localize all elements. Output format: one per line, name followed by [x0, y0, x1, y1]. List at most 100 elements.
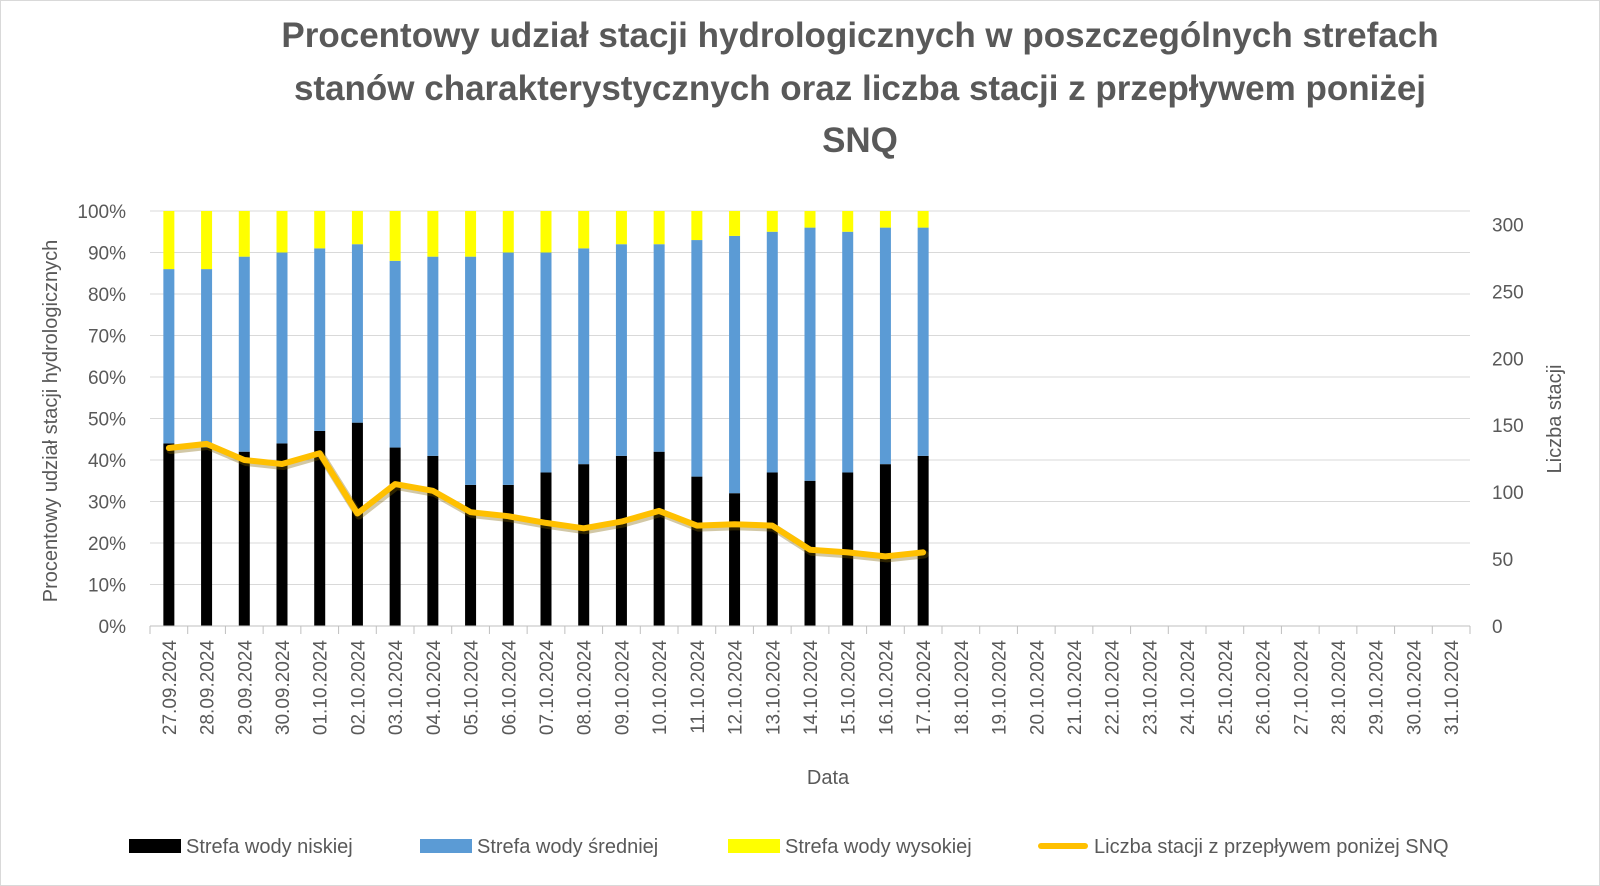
- bar-segment-high: [578, 211, 590, 249]
- bar-segment-high: [389, 211, 401, 261]
- snq-line: [165, 440, 929, 563]
- x-tick-label: 11.10.2024: [688, 640, 709, 734]
- y2-tick-label: 250: [1492, 282, 1524, 303]
- x-tick-label: 21.10.2024: [1065, 640, 1086, 736]
- x-tick-label: 05.10.2024: [462, 640, 483, 736]
- x-tick-label: 07.10.2024: [537, 640, 558, 736]
- bar-segment-low: [729, 493, 741, 626]
- bar-segment-high: [615, 211, 627, 245]
- y-tick-label: 100%: [77, 202, 126, 223]
- bar-segment-mid: [691, 240, 703, 477]
- bar-segment-low: [804, 480, 816, 626]
- chart-title-line-3: SNQ: [822, 121, 898, 160]
- y-tick-label: 70%: [88, 327, 126, 348]
- bar-segment-high: [201, 211, 213, 270]
- x-tick-label: 08.10.2024: [575, 640, 596, 736]
- bar-segment-mid: [389, 260, 401, 448]
- bar-segment-mid: [766, 231, 778, 473]
- bar-segment-mid: [842, 231, 854, 473]
- y-tick-label: 10%: [88, 576, 126, 597]
- bar-segment-low: [917, 455, 929, 626]
- legend: Strefa wody niskiej Strefa wody średniej S…: [129, 836, 1449, 858]
- bar-segment-low: [615, 455, 627, 626]
- bar-segment-mid: [163, 269, 175, 444]
- bar-segment-mid: [238, 256, 250, 452]
- legend-label: Liczba stacji z przepływem poniżej SNQ: [1094, 836, 1449, 858]
- legend-swatch: [728, 839, 780, 853]
- y2-tick-label: 300: [1492, 215, 1524, 236]
- x-tick-label: 09.10.2024: [612, 640, 633, 736]
- x-tick-label: 12.10.2024: [726, 640, 747, 736]
- bar-segment-mid: [653, 244, 665, 452]
- bar-segment-low: [314, 430, 326, 626]
- bar-segment-mid: [314, 248, 326, 431]
- bar-segment-mid: [615, 244, 627, 456]
- bar-segment-mid: [879, 227, 891, 465]
- bar-segment-mid: [465, 256, 477, 485]
- x-tick-label: 23.10.2024: [1140, 640, 1161, 736]
- bar-segment-mid: [729, 235, 741, 494]
- bar-segment-mid: [502, 252, 514, 485]
- y2-tick-label: 50: [1492, 550, 1513, 571]
- legend-item-high: Strefa wody wysokiej: [728, 836, 972, 858]
- bar-segment-mid: [917, 227, 929, 456]
- x-tick-label: 27.09.2024: [160, 640, 181, 736]
- legend-item-mid: Strefa wody średniej: [420, 836, 658, 858]
- bar-segment-low: [502, 484, 514, 626]
- snq-line-path: [165, 440, 927, 560]
- y-tick-label: 40%: [88, 451, 126, 472]
- x-tick-label: 29.10.2024: [1367, 640, 1388, 736]
- chart-title-line-1: Procentowy udział stacji hydrologicznych…: [281, 16, 1438, 55]
- legend-swatch: [129, 839, 181, 853]
- bar-segment-low: [276, 443, 288, 626]
- bar-segment-high: [842, 211, 854, 232]
- bar-segment-high: [729, 211, 741, 236]
- x-tick-label: 27.10.2024: [1291, 640, 1312, 736]
- y2-tick-label: 100: [1492, 483, 1524, 504]
- y-tick-label: 30%: [88, 493, 126, 514]
- x-tick-label: 17.10.2024: [914, 640, 935, 736]
- chart-title: Procentowy udział stacji hydrologicznych…: [281, 16, 1438, 160]
- legend-label: Strefa wody niskiej: [186, 836, 353, 858]
- x-tick-label: 26.10.2024: [1254, 640, 1275, 736]
- y-tick-label: 80%: [88, 285, 126, 306]
- x-tick-label: 14.10.2024: [801, 640, 822, 736]
- bar-segment-high: [163, 211, 175, 270]
- bar-segment-low: [540, 472, 552, 626]
- x-tick-label: 01.10.2024: [311, 640, 332, 736]
- bar-segment-low: [653, 451, 665, 626]
- bar-segment-high: [276, 211, 288, 253]
- axes: 0% 10% 20% 30% 40% 50% 60% 70% 80% 90% 100% 0 50 100 1…: [77, 202, 1523, 735]
- legend-item-low: Strefa wody niskiej: [129, 836, 353, 858]
- x-tick-label: 15.10.2024: [839, 640, 860, 736]
- x-tick-label: 10.10.2024: [650, 640, 671, 736]
- bar-segment-low: [879, 464, 891, 626]
- bar-segment-low: [351, 422, 363, 626]
- bar-segment-mid: [201, 269, 213, 448]
- bar-segment-high: [314, 211, 326, 249]
- bar-segment-high: [427, 211, 439, 257]
- bar-segment-mid: [578, 248, 590, 465]
- x-tick-label: 28.10.2024: [1329, 640, 1350, 736]
- bar-segment-low: [766, 472, 778, 626]
- x-tick-label: 20.10.2024: [1027, 640, 1048, 736]
- y-tick-label: 50%: [88, 410, 126, 431]
- bar-segment-low: [163, 443, 175, 626]
- x-tick-label: 03.10.2024: [386, 640, 407, 736]
- y-tick-label: 20%: [88, 534, 126, 555]
- x-tick-label: 31.10.2024: [1442, 640, 1463, 736]
- x-tick-label: 25.10.2024: [1216, 640, 1237, 736]
- legend-label: Strefa wody wysokiej: [785, 836, 972, 858]
- bar-segment-low: [427, 455, 439, 626]
- x-tick-label: 30.09.2024: [273, 640, 294, 736]
- bar-segment-high: [879, 211, 891, 228]
- y2-axis-title: Liczba stacji: [1544, 365, 1566, 474]
- legend-item-snq: Liczba stacji z przepływem poniżej SNQ: [1038, 836, 1449, 858]
- bar-segment-high: [351, 211, 363, 245]
- bar-segment-mid: [804, 227, 816, 481]
- bar-segment-high: [540, 211, 552, 253]
- x-tick-label: 19.10.2024: [990, 640, 1011, 736]
- x-tick-label: 16.10.2024: [876, 640, 897, 736]
- bar-segment-high: [691, 211, 703, 241]
